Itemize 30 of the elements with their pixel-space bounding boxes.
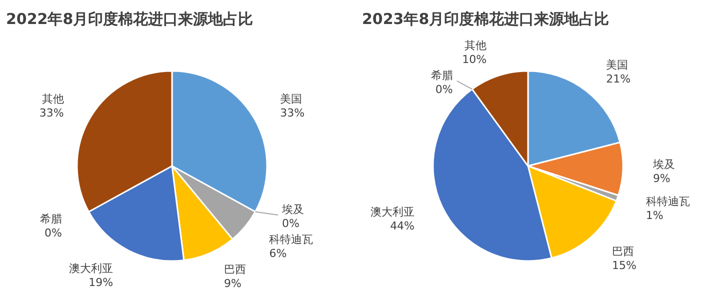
category-label: 希腊 — [430, 68, 453, 82]
legend-label: 埃及 — [281, 203, 304, 216]
chart-title: 2022年8月印度棉花进口来源地占比 — [6, 10, 254, 28]
data-label: 44% — [390, 220, 415, 233]
slice-label: 美国 — [606, 58, 628, 72]
slice-label: 埃及 — [652, 158, 675, 171]
text: 0% — [44, 226, 62, 240]
slice-label: 澳大利亚 — [370, 206, 415, 219]
text: 0% — [282, 217, 300, 230]
data-label: 6% — [269, 247, 287, 260]
data-label: 33% — [280, 106, 305, 120]
slice-label: 科特迪瓦 — [646, 194, 690, 208]
data-label: 9% — [224, 277, 242, 290]
data-label: 10% — [462, 52, 487, 66]
slice-label: 其他 — [42, 92, 64, 106]
chart-title: 2023年8月印度棉花进口来源地占比 — [362, 10, 610, 28]
slice-label: 其他 — [464, 38, 487, 52]
slice-label: 科特迪瓦 — [269, 233, 314, 246]
slice-label: 澳大利亚 — [69, 262, 114, 275]
data-label: 33% — [39, 106, 64, 120]
data-label: 15% — [612, 258, 636, 272]
data-label: 21% — [606, 72, 631, 86]
slice-label: 巴西 — [224, 263, 246, 276]
data-label: 19% — [88, 276, 114, 289]
category-label: 希腊 — [40, 212, 62, 226]
slice-label: 美国 — [280, 92, 302, 106]
data-label: 1% — [646, 208, 664, 222]
data-label: 9% — [652, 172, 670, 185]
text: 0% — [435, 82, 453, 96]
slice-label: 巴西 — [612, 244, 634, 258]
